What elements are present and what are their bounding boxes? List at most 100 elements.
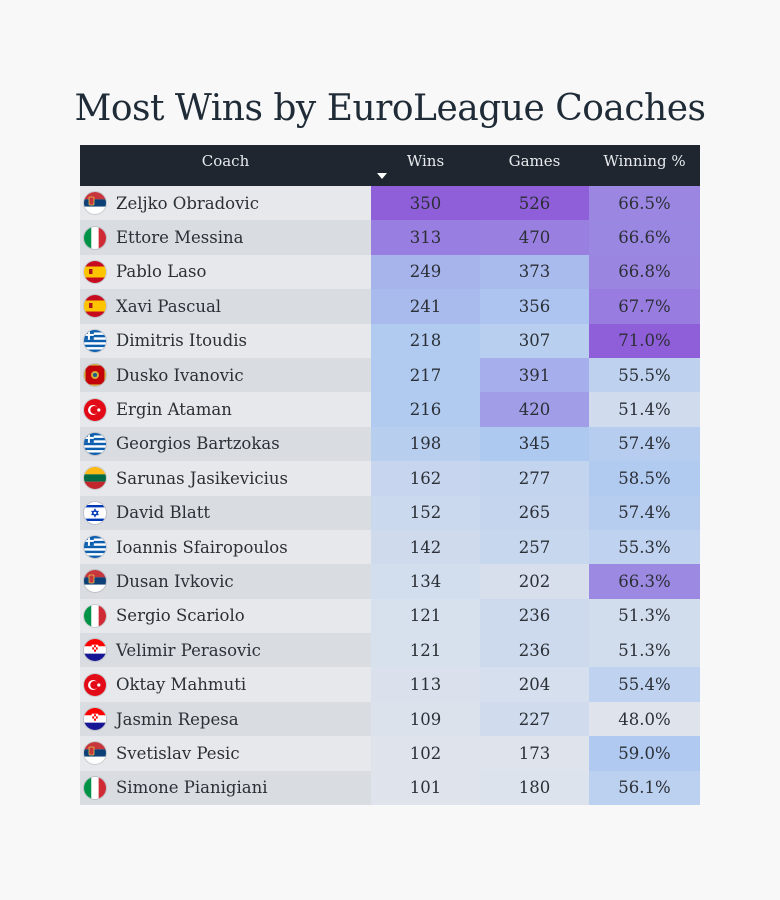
wins-cell: 113 <box>371 667 480 702</box>
wins-cell: 218 <box>371 323 480 358</box>
games-cell: 373 <box>480 254 589 290</box>
coach-cell: Sarunas Jasikevicius <box>80 461 371 496</box>
table-row: Jasmin Repesa 109 227 48.0% <box>80 701 700 737</box>
column-label-coach: Coach <box>201 152 250 170</box>
pct-cell: 55.3% <box>589 529 700 565</box>
sort-descending-icon[interactable] <box>377 173 387 179</box>
table-row: Georgios Bartzokas 198 345 57.4% <box>80 426 700 462</box>
coach-cell: Dusan Ivkovic <box>80 564 371 599</box>
chart-title: Most Wins by EuroLeague Coaches <box>74 88 706 129</box>
column-header-coach[interactable]: Coach <box>80 145 371 186</box>
serbia-flag-icon <box>84 742 106 765</box>
games-cell: 356 <box>480 289 589 324</box>
wins-cell: 313 <box>371 220 480 255</box>
pct-cell: 55.4% <box>589 667 700 702</box>
coach-cell: Pablo Laso <box>80 254 371 290</box>
coach-name: Ettore Messina <box>116 228 244 248</box>
turkey-flag-icon <box>84 673 106 696</box>
table-row: Sarunas Jasikevicius 162 277 58.5% <box>80 461 700 496</box>
pct-cell: 55.5% <box>589 357 700 393</box>
games-cell: 277 <box>480 461 589 496</box>
coach-cell: Georgios Bartzokas <box>80 426 371 462</box>
column-label-games: Games <box>508 152 561 170</box>
croatia-flag-icon <box>84 708 106 731</box>
pct-cell: 59.0% <box>589 736 700 771</box>
pct-cell: 66.3% <box>589 564 700 599</box>
lithuania-flag-icon <box>84 467 106 490</box>
coach-name: David Blatt <box>116 503 210 523</box>
pct-cell: 48.0% <box>589 701 700 737</box>
wins-cell: 121 <box>371 633 480 668</box>
coach-name: Sarunas Jasikevicius <box>116 468 289 488</box>
coach-name: Georgios Bartzokas <box>116 434 280 454</box>
wins-cell: 121 <box>371 598 480 634</box>
coach-cell: Zeljko Obradovic <box>80 186 371 221</box>
coaches-table: Coach Wins Games Winning % Zeljko Obrado… <box>80 145 700 806</box>
table-row: Sergio Scariolo 121 236 51.3% <box>80 598 700 634</box>
coach-name: Xavi Pascual <box>116 296 222 316</box>
pct-cell: 51.3% <box>589 633 700 668</box>
italy-flag-icon <box>84 226 106 249</box>
wins-cell: 109 <box>371 701 480 737</box>
greece-flag-icon <box>84 432 106 455</box>
wins-cell: 198 <box>371 426 480 462</box>
wins-cell: 249 <box>371 254 480 290</box>
games-cell: 526 <box>480 186 589 221</box>
coach-cell: Ergin Ataman <box>80 392 371 427</box>
coach-cell: Velimir Perasovic <box>80 633 371 668</box>
games-cell: 236 <box>480 633 589 668</box>
coach-cell: Sergio Scariolo <box>80 598 371 634</box>
table-row: David Blatt 152 265 57.4% <box>80 495 700 530</box>
games-cell: 307 <box>480 323 589 358</box>
wins-cell: 142 <box>371 529 480 565</box>
games-cell: 470 <box>480 220 589 255</box>
games-cell: 420 <box>480 392 589 427</box>
pct-cell: 51.4% <box>589 392 700 427</box>
pct-cell: 51.3% <box>589 598 700 634</box>
coach-cell: Oktay Mahmuti <box>80 667 371 702</box>
coach-name: Velimir Perasovic <box>116 640 261 660</box>
coach-name: Oktay Mahmuti <box>116 675 247 695</box>
column-header-winning-pct[interactable]: Winning % <box>589 145 700 186</box>
coach-name: Svetislav Pesic <box>116 743 240 763</box>
coach-name: Dimitris Itoudis <box>116 331 247 351</box>
table-row: Dimitris Itoudis 218 307 71.0% <box>80 323 700 358</box>
column-header-games[interactable]: Games <box>480 145 589 186</box>
table-row: Dusko Ivanovic 217 391 55.5% <box>80 357 700 393</box>
wins-cell: 134 <box>371 564 480 599</box>
games-cell: 173 <box>480 736 589 771</box>
wins-cell: 101 <box>371 770 480 806</box>
coach-cell: Xavi Pascual <box>80 289 371 324</box>
table-row: Velimir Perasovic 121 236 51.3% <box>80 633 700 668</box>
coach-cell: Simone Pianigiani <box>80 770 371 806</box>
serbia-flag-icon <box>84 570 106 593</box>
coach-name: Jasmin Repesa <box>116 709 239 729</box>
pct-cell: 56.1% <box>589 770 700 806</box>
wins-cell: 350 <box>371 186 480 221</box>
column-header-wins[interactable]: Wins <box>371 145 480 186</box>
table-row: Svetislav Pesic 102 173 59.0% <box>80 736 700 771</box>
coach-cell: Jasmin Repesa <box>80 701 371 737</box>
wins-cell: 102 <box>371 736 480 771</box>
croatia-flag-icon <box>84 639 106 662</box>
coach-name: Dusan Ivkovic <box>116 571 234 591</box>
turkey-flag-icon <box>84 398 106 421</box>
pct-cell: 58.5% <box>589 461 700 496</box>
coach-name: Zeljko Obradovic <box>116 193 259 213</box>
coach-cell: Ioannis Sfairopoulos <box>80 529 371 565</box>
coach-cell: Dimitris Itoudis <box>80 323 371 358</box>
coach-cell: David Blatt <box>80 495 371 530</box>
table-body: Zeljko Obradovic 350 526 66.5% Ettore Messin… <box>80 186 700 806</box>
italy-flag-icon <box>84 604 106 627</box>
table-row: Simone Pianigiani 101 180 56.1% <box>80 770 700 806</box>
table-row: Ioannis Sfairopoulos 142 257 55.3% <box>80 529 700 565</box>
table-row: Oktay Mahmuti 113 204 55.4% <box>80 667 700 702</box>
coach-cell: Svetislav Pesic <box>80 736 371 771</box>
column-label-wins: Wins <box>406 152 445 170</box>
wins-cell: 241 <box>371 289 480 324</box>
games-cell: 204 <box>480 667 589 702</box>
table-row: Pablo Laso 249 373 66.8% <box>80 254 700 290</box>
table-row: Zeljko Obradovic 350 526 66.5% <box>80 186 700 221</box>
pct-cell: 71.0% <box>589 323 700 358</box>
table-row: Dusan Ivkovic 134 202 66.3% <box>80 564 700 599</box>
